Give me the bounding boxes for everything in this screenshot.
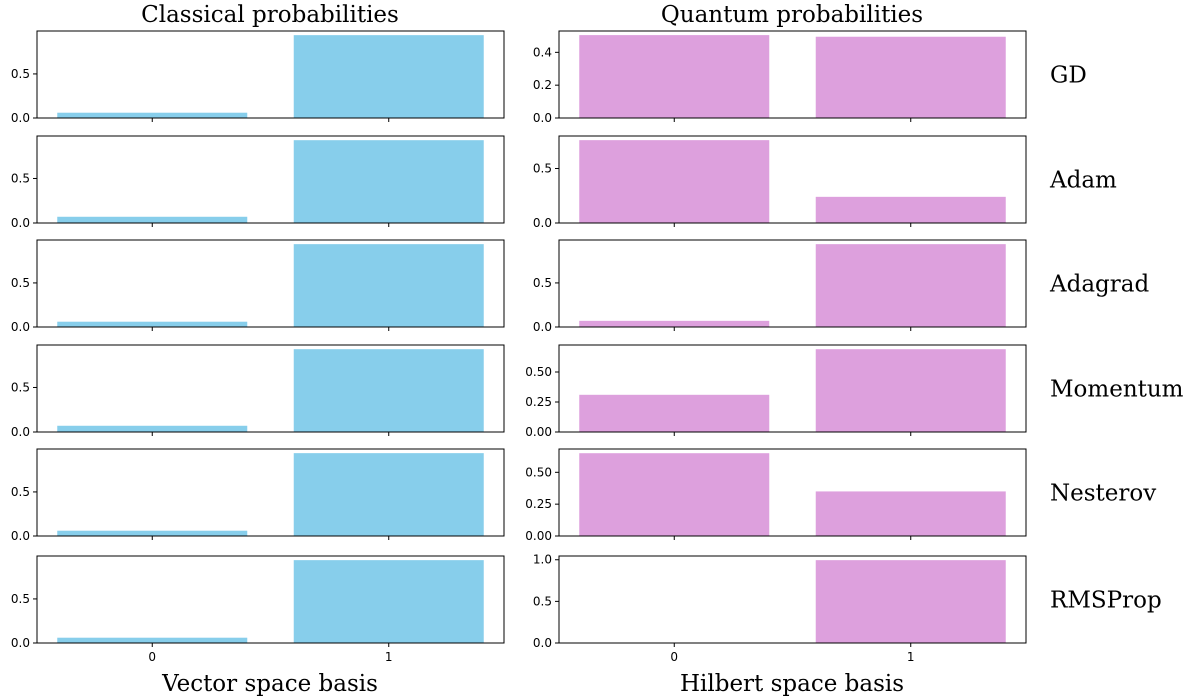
quantum-column-title: Quantum probabilities	[661, 2, 923, 28]
quantum-adam-ytick-label: 0.5	[533, 161, 552, 175]
quantum-rmsprop-xtick-label: 0	[670, 650, 678, 664]
quantum-rmsprop-xtick-label: 1	[907, 650, 915, 664]
classical-momentum-ytick-label: 0.0	[11, 425, 30, 439]
quantum-gd-ytick-label: 0.4	[533, 45, 552, 59]
classical-gd-bar-1	[293, 35, 484, 119]
quantum-momentum-ytick-label: 0.00	[525, 425, 552, 439]
classical-column-title: Classical probabilities	[141, 2, 399, 28]
quantum-rmsprop-ytick-label: 0.5	[533, 594, 552, 608]
classical-rmsprop-bar-0	[57, 637, 248, 643]
classical-nesterov-bar-1	[293, 453, 484, 536]
classical-adagrad-ytick-label: 0.5	[11, 276, 30, 290]
classical-momentum-ytick-label: 0.5	[11, 380, 30, 394]
quantum-adagrad-ytick-label: 0.5	[533, 276, 552, 290]
row-label-rmsprop: RMSProp	[1050, 588, 1162, 614]
quantum-adagrad-ytick-label: 0.0	[533, 320, 552, 334]
quantum-adagrad-bar-1	[815, 244, 1006, 327]
quantum-adam-bar-0	[579, 140, 770, 223]
quantum-nesterov-bar-1	[815, 491, 1006, 536]
quantum-xlabel: Hilbert space basis	[680, 671, 904, 697]
classical-rmsprop-xtick-label: 0	[148, 650, 156, 664]
classical-gd-ytick-label: 0.5	[11, 67, 30, 81]
classical-adagrad-bar-0	[57, 321, 248, 327]
quantum-gd-axes	[558, 30, 1027, 119]
quantum-nesterov-ytick-label: 0.00	[525, 529, 552, 543]
quantum-rmsprop-ytick-label: 1.0	[533, 553, 552, 567]
classical-nesterov-ytick-label: 0.5	[11, 485, 30, 499]
classical-adagrad-axes	[36, 239, 505, 328]
classical-adagrad-ytick-label: 0.0	[11, 320, 30, 334]
classical-gd-bar-0	[57, 112, 248, 118]
quantum-rmsprop-axes	[558, 555, 1027, 644]
classical-momentum-bar-1	[293, 349, 484, 432]
classical-xlabel: Vector space basis	[161, 671, 378, 697]
classical-gd-axes	[36, 30, 505, 119]
quantum-momentum-bar-0	[579, 394, 770, 432]
quantum-momentum-axes	[558, 344, 1027, 433]
classical-rmsprop-axes	[36, 555, 505, 644]
quantum-rmsprop-bar-1	[815, 560, 1006, 643]
row-label-adagrad: Adagrad	[1049, 272, 1149, 298]
quantum-nesterov-bar-0	[579, 453, 770, 536]
quantum-gd-ytick-label: 0.0	[533, 111, 552, 125]
quantum-nesterov-ytick-label: 0.50	[525, 465, 552, 479]
classical-gd-ytick-label: 0.0	[11, 111, 30, 125]
quantum-adagrad-axes	[558, 239, 1027, 328]
classical-adam-ytick-label: 0.0	[11, 216, 30, 230]
quantum-momentum-ytick-label: 0.25	[525, 395, 552, 409]
classical-adam-ytick-label: 0.5	[11, 171, 30, 185]
classical-nesterov-bar-0	[57, 530, 248, 536]
quantum-nesterov-axes	[558, 448, 1027, 537]
classical-rmsprop-xtick-label: 1	[385, 650, 393, 664]
quantum-momentum-ytick-label: 0.50	[525, 365, 552, 379]
row-label-gd: GD	[1050, 63, 1087, 89]
classical-nesterov-ytick-label: 0.0	[11, 529, 30, 543]
classical-nesterov-axes	[36, 448, 505, 537]
quantum-adam-axes	[558, 135, 1027, 224]
quantum-gd-bar-0	[579, 35, 770, 118]
quantum-momentum-bar-1	[815, 349, 1006, 432]
row-label-nesterov: Nesterov	[1050, 481, 1156, 507]
quantum-rmsprop-ytick-label: 0.0	[533, 636, 552, 650]
classical-rmsprop-ytick-label: 0.0	[11, 636, 30, 650]
classical-momentum-bar-0	[57, 425, 248, 432]
quantum-adagrad-bar-0	[579, 320, 770, 327]
quantum-adam-ytick-label: 0.0	[533, 216, 552, 230]
row-label-momentum: Momentum	[1050, 377, 1184, 403]
classical-rmsprop-ytick-label: 0.5	[11, 592, 30, 606]
quantum-nesterov-ytick-label: 0.25	[525, 497, 552, 511]
quantum-gd-ytick-label: 0.2	[533, 78, 552, 92]
classical-adam-axes	[36, 135, 505, 224]
classical-momentum-axes	[36, 344, 505, 433]
classical-adagrad-bar-1	[293, 244, 484, 327]
quantum-adam-bar-1	[815, 196, 1006, 223]
classical-adam-bar-0	[57, 216, 248, 223]
classical-rmsprop-bar-1	[293, 560, 484, 643]
row-label-adam: Adam	[1049, 168, 1117, 194]
classical-adam-bar-1	[293, 140, 484, 223]
quantum-gd-bar-1	[815, 36, 1006, 118]
